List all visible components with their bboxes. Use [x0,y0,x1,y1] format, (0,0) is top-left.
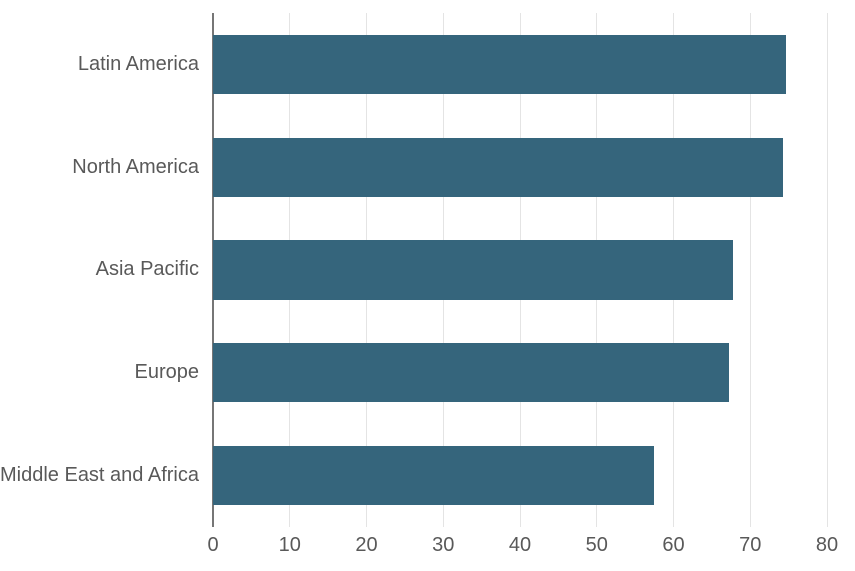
gridline-80 [826,13,828,527]
category-label-middle-east-and-africa: Middle East and Africa [0,464,199,487]
category-label-latin-america: Latin America [77,52,199,75]
bar-row-middle-east-and-africa [213,424,827,527]
bar-north-america [213,137,784,197]
bar-row-asia-pacific [213,219,827,322]
value-axis-labels: 0 10 20 30 40 50 60 70 80 [207,534,838,564]
bar-middle-east-and-africa [213,446,654,506]
category-axis-labels: Latin America North America Asia Pacific Eu… [0,13,199,527]
x-tick-label-0: 0 [207,534,219,556]
category-label-asia-pacific: Asia Pacific [95,258,199,281]
x-tick-label-10: 10 [278,534,301,556]
bar-row-latin-america [213,13,827,116]
x-tick-label-30: 30 [432,534,455,556]
bar-asia-pacific [213,240,734,300]
plot-area [212,13,828,527]
bar-latin-america [213,34,786,94]
x-tick-label-40: 40 [508,534,532,556]
x-tick-label-70: 70 [739,534,762,556]
bar-row-europe [213,321,827,424]
x-tick-label-20: 20 [355,534,378,556]
category-label-north-america: North America [72,155,199,178]
x-tick-label-60: 60 [662,534,685,556]
gridline-70 [749,13,751,527]
category-label-europe: Europe [134,361,200,384]
bars-container [213,13,827,527]
bar-europe [213,343,729,403]
bar-row-north-america [213,116,827,219]
x-tick-label-80: 80 [815,534,839,556]
x-tick-label-50: 50 [585,534,608,556]
